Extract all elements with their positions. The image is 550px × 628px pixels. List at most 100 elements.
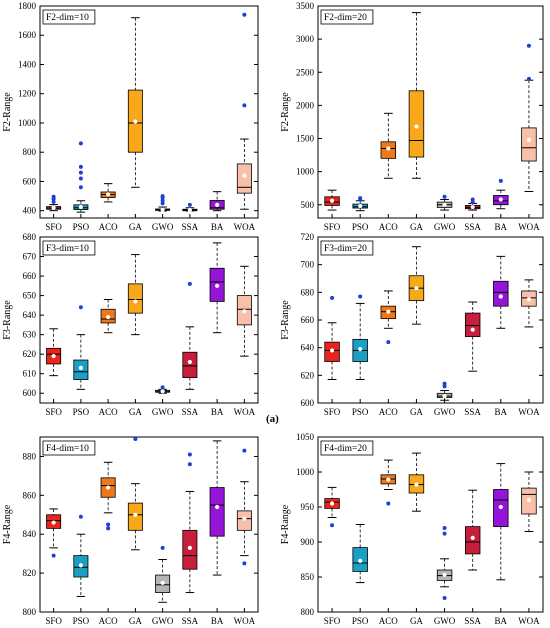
x-tick-label: SFO	[45, 222, 62, 232]
x-tick-label: PSO	[352, 616, 369, 626]
y-tick-label: 600	[23, 388, 37, 398]
box-iqr	[182, 351, 198, 379]
mean-marker	[442, 572, 447, 578]
outlier-point	[187, 281, 192, 286]
box-gwo: GWO	[152, 385, 174, 417]
outlier-point	[51, 553, 56, 558]
outlier-point	[78, 514, 83, 519]
x-tick-label: GWO	[152, 222, 174, 232]
mean-marker	[242, 173, 247, 178]
mean-marker	[414, 482, 419, 487]
outlier-point	[442, 194, 447, 199]
y-tick-label: 800	[23, 607, 37, 617]
x-tick-label: GA	[129, 616, 142, 626]
y-tick-label: 2500	[296, 67, 315, 77]
y-tick-label: 660	[23, 271, 37, 281]
chart-title: F4-dim=10	[46, 444, 89, 454]
x-tick-label: WOA	[234, 407, 256, 417]
mean-marker	[78, 365, 83, 370]
mean-marker	[187, 359, 192, 365]
y-tick-label: 700	[301, 260, 315, 270]
box-woa: WOA	[234, 265, 256, 417]
box-gwo: GWO	[434, 194, 456, 232]
x-tick-label: GA	[410, 222, 423, 232]
chart-title-box	[320, 440, 374, 456]
mean-marker	[442, 202, 447, 207]
outlier-point	[442, 531, 447, 536]
box-ga: GA	[408, 452, 425, 626]
plot-frame	[39, 236, 259, 404]
x-tick-label: ACO	[99, 407, 119, 417]
outlier-point	[242, 561, 247, 566]
y-axis-label: F3-Range	[2, 300, 13, 340]
outlier-point	[187, 462, 192, 467]
mean-marker	[329, 348, 335, 353]
x-tick-label: BA	[211, 407, 224, 417]
box-ba: BA	[209, 242, 225, 417]
box-iqr	[521, 127, 537, 162]
box-ssa: SSA	[182, 281, 199, 417]
outlier-point	[78, 164, 83, 169]
y-tick-label: 3000	[296, 34, 315, 44]
chart-title-box	[42, 440, 96, 456]
x-tick-label: GA	[410, 407, 423, 417]
mean-marker	[329, 198, 335, 203]
box-ssa: SSA	[464, 489, 481, 626]
y-tick-label: 670	[23, 252, 37, 262]
mean-marker	[160, 207, 165, 212]
chart-panel-1: 400 600 800 1000 1200 1400 1600 1800 F2-Range F2-…	[2, 1, 259, 232]
x-tick-label: SFO	[324, 407, 341, 417]
chart-title-box	[320, 9, 374, 25]
y-tick-label: 680	[301, 287, 315, 297]
chart-panel-2: 500 1000 1500 2000 2500 3000 3500 F2-Range F2-di…	[280, 1, 544, 232]
x-tick-label: PSO	[73, 222, 90, 232]
x-tick-label: ACO	[99, 222, 119, 232]
chart-title: F2-dim=10	[46, 13, 89, 23]
box-pso: PSO	[73, 305, 90, 417]
y-axis-label: F3-Range	[280, 300, 291, 340]
mean-marker	[133, 512, 138, 517]
y-tick-label: 900	[301, 537, 315, 547]
outlier-point	[386, 501, 391, 506]
mean-marker	[187, 545, 192, 550]
box-iqr	[127, 283, 143, 314]
plot-frame	[39, 5, 259, 219]
box-iqr	[209, 487, 225, 537]
outlier-point	[330, 523, 335, 528]
mean-marker	[358, 346, 363, 352]
outlier-point	[160, 201, 165, 206]
x-tick-label: PSO	[73, 407, 90, 417]
outlier-point	[160, 545, 165, 550]
mean-marker	[215, 504, 220, 510]
y-tick-label: 500	[301, 200, 315, 210]
y-tick-label: 800	[301, 607, 315, 617]
mean-marker	[160, 389, 165, 394]
outlier-point	[442, 596, 447, 600]
y-tick-label: 1500	[296, 134, 315, 144]
x-tick-label: SSA	[182, 407, 199, 417]
x-tick-label: PSO	[352, 407, 369, 417]
mean-marker	[51, 354, 56, 359]
y-axis-label: F4-Range	[2, 504, 13, 544]
box-ba: BA	[493, 255, 509, 417]
mean-marker	[470, 204, 475, 210]
mean-marker	[442, 393, 447, 399]
x-tick-label: PSO	[73, 616, 90, 626]
x-tick-label: WOA	[518, 407, 540, 417]
y-tick-label: 630	[23, 330, 37, 340]
box-ba: BA	[209, 440, 225, 626]
x-tick-label: BA	[495, 616, 508, 626]
mean-marker	[106, 485, 111, 490]
box-aco: ACO	[379, 459, 398, 626]
outlier-point	[78, 170, 83, 175]
mean-marker	[242, 516, 247, 521]
box-woa: WOA	[518, 279, 540, 417]
box-sfo: SFO	[45, 194, 62, 232]
box-aco: ACO	[99, 461, 119, 626]
x-tick-label: SFO	[45, 407, 62, 417]
y-tick-label: 1050	[296, 432, 315, 442]
mean-marker	[498, 197, 503, 202]
x-tick-label: ACO	[99, 616, 119, 626]
box-ba: BA	[493, 178, 509, 232]
plot-frame	[39, 436, 259, 613]
